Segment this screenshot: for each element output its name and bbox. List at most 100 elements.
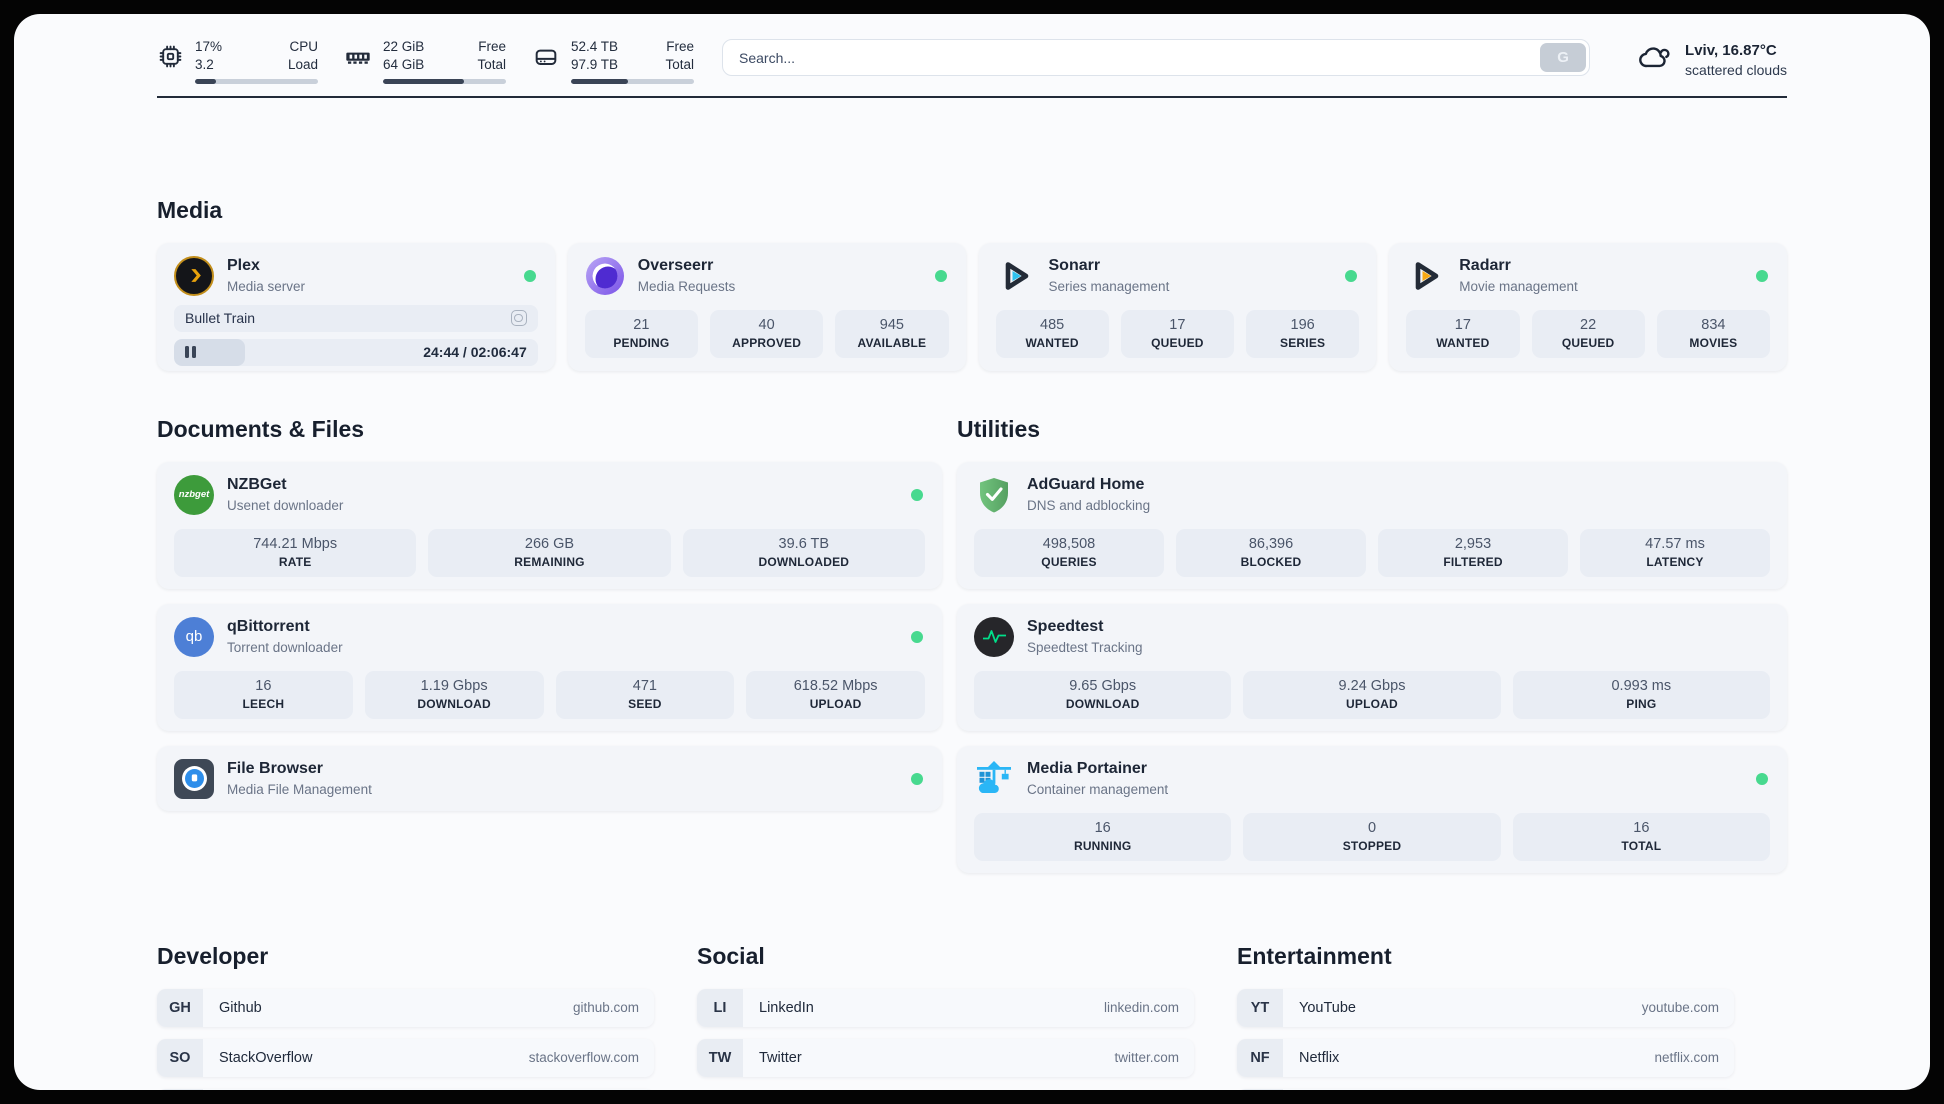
- stat-value: 834: [1701, 316, 1726, 333]
- service-subtitle: Movie management: [1459, 279, 1578, 295]
- service-card-filebrowser[interactable]: File Browser Media File Management: [157, 745, 942, 811]
- stat-label: SEED: [628, 696, 662, 711]
- bookmark-netflix[interactable]: NF Netflix netflix.com: [1237, 1038, 1734, 1077]
- section-media: Media Plex Media server: [157, 196, 1787, 371]
- service-card-adguard[interactable]: AdGuard Home DNS and adblocking 498,508 …: [957, 461, 1787, 589]
- stat-tile: 945 AVAILABLE: [835, 309, 949, 358]
- cpu-label-bottom: Load: [287, 56, 318, 72]
- cloud-icon: [1636, 39, 1673, 81]
- service-subtitle: Usenet downloader: [227, 498, 344, 514]
- bookmark-dev[interactable]: DT DEV dev.to: [157, 1088, 654, 1090]
- status-dot: [911, 772, 923, 785]
- bookmark-twitter[interactable]: TW Twitter twitter.com: [697, 1038, 1194, 1077]
- stat-tile: 266 GB REMAINING: [428, 528, 671, 577]
- bookmark-abbr: GH: [157, 988, 203, 1027]
- stat-tile: 9.65 Gbps DOWNLOAD: [974, 670, 1232, 719]
- bookmark-abbr: DT: [157, 1088, 203, 1090]
- ram-free-value: 22 GiB: [383, 39, 425, 54]
- bookmark-domain: github.com: [572, 1000, 639, 1016]
- service-card-speedtest[interactable]: Speedtest Speedtest Tracking 9.65 Gbps D…: [957, 603, 1787, 731]
- bookmark-abbr: TW: [697, 1038, 743, 1077]
- stat-tile: 0 STOPPED: [1243, 812, 1501, 861]
- ram-label-top: Free: [478, 39, 506, 54]
- stat-value: 485: [1040, 316, 1065, 333]
- sonarr-icon: [996, 256, 1036, 296]
- stat-tile: 39.6 TB DOWNLOADED: [682, 528, 925, 577]
- service-card-qbittorrent[interactable]: qb qBittorrent Torrent downloader 16: [157, 603, 942, 731]
- disk-total-value: 97.9 TB: [571, 56, 619, 72]
- service-card-radarr[interactable]: Radarr Movie management 17 WANTED 22 QUE…: [1389, 242, 1787, 371]
- service-card-plex[interactable]: Plex Media server Bullet Train 24:44 / 0…: [157, 242, 555, 371]
- service-title: NZBGet: [227, 476, 287, 494]
- service-title: Overseerr: [637, 257, 714, 275]
- stat-value: 1.19 Gbps: [420, 677, 488, 694]
- bookmark-name: Github: [219, 999, 262, 1016]
- bookmark-name: YouTube: [1299, 999, 1356, 1016]
- dashboard-panel: 17% CPU 3.2 Load: [14, 14, 1930, 1090]
- status-dot: [1345, 269, 1358, 282]
- stat-label: UPLOAD: [809, 696, 862, 711]
- bookmark-name: LinkedIn: [759, 999, 814, 1016]
- stat-tile: 17 QUEUED: [1120, 309, 1234, 358]
- weather-widget[interactable]: Lviv, 16.87°C scattered clouds: [1636, 39, 1787, 81]
- stat-label: RUNNING: [1073, 838, 1132, 853]
- cpu-widget: 17% CPU 3.2 Load: [157, 38, 318, 84]
- ram-total-value: 64 GiB: [383, 56, 425, 72]
- weather-location: Lviv, 16.87°C: [1685, 41, 1777, 59]
- search-provider-button[interactable]: G: [1540, 43, 1587, 72]
- service-card-nzbget[interactable]: nzbget NZBGet Usenet downloader 744.21 M…: [157, 461, 942, 589]
- weather-condition: scattered clouds: [1685, 61, 1787, 78]
- service-subtitle: Torrent downloader: [227, 640, 343, 656]
- stat-label: UPLOAD: [1346, 696, 1398, 711]
- disk-label-bottom: Total: [665, 56, 694, 72]
- stat-tile: 47.57 ms LATENCY: [1580, 528, 1770, 577]
- stat-label: FILTERED: [1443, 554, 1503, 569]
- bookmark-linkedin[interactable]: LI LinkedIn linkedin.com: [697, 988, 1194, 1027]
- stat-tile: 2,953 FILTERED: [1378, 528, 1568, 577]
- bookmark-stackoverflow[interactable]: SO StackOverflow stackoverflow.com: [157, 1038, 654, 1077]
- bookmark-abbr: RE: [1237, 1088, 1283, 1090]
- section-title-social: Social: [697, 942, 765, 969]
- stat-label: REMAINING: [514, 554, 585, 569]
- service-card-portainer[interactable]: Media Portainer Container management 16 …: [957, 745, 1787, 873]
- service-title: File Browser: [227, 760, 324, 778]
- search-bar: G: [722, 39, 1591, 76]
- cpu-load-value: 3.2: [195, 56, 214, 72]
- stat-label: APPROVED: [732, 335, 802, 350]
- stat-value: 16: [1094, 819, 1111, 836]
- stat-value: 498,508: [1042, 535, 1096, 552]
- stat-label: TOTAL: [1621, 838, 1662, 853]
- playback-time: 24:44 / 02:06:47: [423, 344, 527, 361]
- service-title: Plex: [227, 257, 260, 275]
- bookmark-group-entertainment: Entertainment YT YouTube youtube.com NF …: [1237, 923, 1734, 1090]
- section-title-documents: Documents & Files: [157, 415, 365, 442]
- stat-label: WANTED: [1436, 335, 1490, 350]
- stat-tile: 0.993 ms PING: [1512, 670, 1770, 719]
- ram-widget: 22 GiB Free 64 GiB Total: [344, 38, 506, 84]
- stat-label: WANTED: [1025, 335, 1079, 350]
- service-subtitle: Series management: [1048, 279, 1170, 295]
- nzbget-icon: nzbget: [174, 474, 214, 515]
- service-title: Speedtest: [1027, 618, 1104, 636]
- disk-free-value: 52.4 TB: [571, 39, 619, 54]
- service-card-sonarr[interactable]: Sonarr Series management 485 WANTED 17 Q…: [978, 242, 1377, 371]
- section-title-utilities: Utilities: [957, 415, 1041, 442]
- search-input[interactable]: [726, 49, 1541, 66]
- stat-label: SERIES: [1280, 335, 1326, 350]
- filebrowser-icon: [174, 758, 214, 799]
- bookmark-youtube[interactable]: YT YouTube youtube.com: [1237, 988, 1734, 1027]
- service-card-overseerr[interactable]: Overseerr Media Requests 21 PENDING 40 A…: [567, 242, 966, 371]
- bookmark-reddit[interactable]: RE Reddit reddit.com: [1237, 1088, 1734, 1090]
- now-playing-row[interactable]: Bullet Train: [174, 304, 538, 332]
- stat-value: 945: [879, 316, 904, 333]
- bookmark-github[interactable]: GH Github github.com: [157, 988, 654, 1027]
- disk-widget: 52.4 TB Free 97.9 TB Total: [532, 38, 694, 84]
- service-title: Media Portainer: [1027, 760, 1148, 778]
- stat-value: 266 GB: [524, 535, 575, 552]
- cpu-percent: 17%: [195, 39, 223, 54]
- ram-icon: [344, 43, 372, 84]
- bookmark-group-social: Social LI LinkedIn linkedin.com TW Twitt…: [697, 923, 1194, 1090]
- cpu-icon: [157, 43, 184, 84]
- stat-value: 17: [1169, 316, 1186, 333]
- stat-label: QUEUED: [1561, 335, 1615, 350]
